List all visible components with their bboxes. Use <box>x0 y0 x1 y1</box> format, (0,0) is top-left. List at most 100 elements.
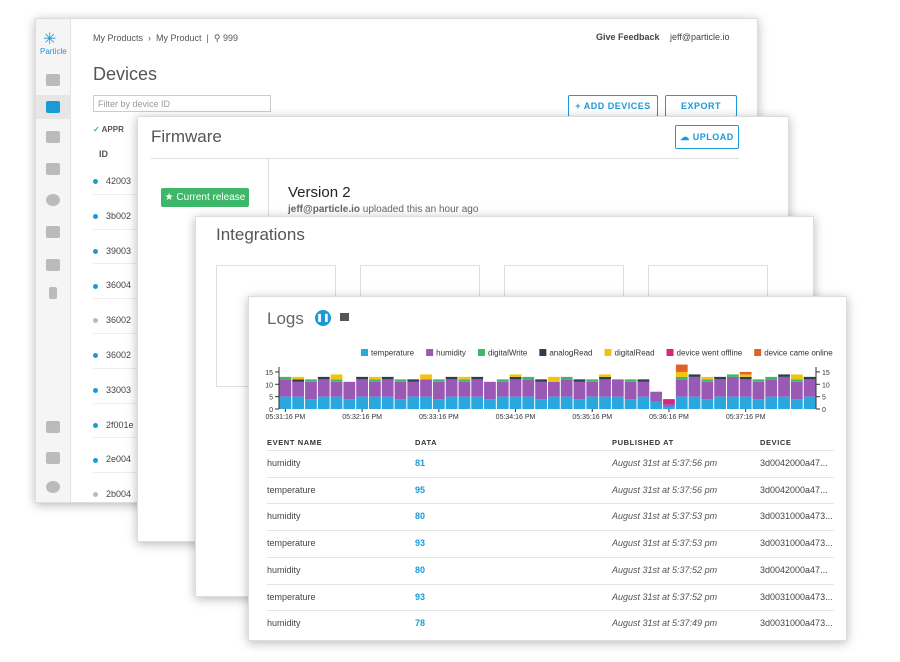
legend-swatch <box>477 349 485 356</box>
nav-icon[interactable] <box>49 287 57 299</box>
device-row[interactable]: 2e004 <box>93 454 131 464</box>
bar-segment <box>471 376 484 380</box>
device-row[interactable]: 36004 <box>93 280 131 290</box>
published-at: August 31st at 5:37:53 pm <box>612 511 718 522</box>
filter-tag[interactable]: ✓ APPR <box>93 125 124 134</box>
status-dot <box>93 492 98 498</box>
legend-label: digitalWrite <box>488 349 528 358</box>
device-row[interactable]: 39003 <box>93 246 131 256</box>
bar-segment <box>727 374 739 377</box>
bar-segment <box>509 374 522 377</box>
bar-segment <box>317 379 330 397</box>
bar-segment <box>688 376 701 397</box>
bar-segment <box>394 381 407 400</box>
bar-segment <box>522 396 535 409</box>
nav-icon[interactable] <box>46 163 60 175</box>
device-row[interactable]: 3b002 <box>93 211 131 221</box>
legend-label: humidity <box>436 349 466 358</box>
bar-segment <box>420 396 432 409</box>
bar-segment <box>381 396 394 409</box>
nav-active[interactable] <box>36 95 70 119</box>
crumb[interactable]: My Products <box>93 33 144 43</box>
bar-segment <box>471 396 484 409</box>
bar-segment <box>330 381 343 397</box>
legend-swatch <box>539 349 547 356</box>
upload-button[interactable]: ☁ UPLOAD <box>675 125 739 149</box>
nav-icon[interactable] <box>46 259 60 271</box>
bar-segment <box>586 381 599 397</box>
add-devices-button[interactable]: + ADD DEVICES <box>568 95 658 117</box>
pause-button[interactable]: ❚❚ <box>315 310 331 326</box>
bar-segment <box>701 376 714 380</box>
device-id: 3d0042000a47... <box>760 458 828 468</box>
bar-segment <box>548 381 560 397</box>
bar-segment <box>560 379 573 397</box>
bar-segment <box>458 396 471 409</box>
bar-segment <box>739 379 752 397</box>
bar-segment <box>292 381 305 397</box>
bar-segment <box>330 396 343 409</box>
legend-swatch <box>604 349 612 356</box>
breadcrumb: My Products › My Product | ⚲ 999 <box>93 33 238 43</box>
row-divider <box>267 530 834 532</box>
device-row[interactable]: 36002 <box>93 350 131 360</box>
legend-label: device went offline <box>677 349 743 358</box>
bar-segment <box>765 379 778 397</box>
bar-segment <box>599 374 611 377</box>
bar-segment <box>624 381 637 400</box>
device-row[interactable]: 36002 <box>93 315 131 325</box>
row-divider <box>267 503 834 505</box>
integrations-title: Integrations <box>216 225 305 244</box>
bar-segment <box>714 379 726 397</box>
user-menu[interactable]: jeff@particle.io <box>670 32 730 42</box>
row-divider <box>267 450 834 451</box>
device-row[interactable]: 2b004 <box>93 489 131 499</box>
filter-input[interactable]: Filter by device ID <box>93 95 271 112</box>
export-button[interactable]: EXPORT <box>665 95 737 117</box>
bar-segment <box>599 379 611 397</box>
device-row[interactable]: 2f001e <box>93 420 134 430</box>
bar-segment <box>624 399 637 409</box>
console-icon[interactable] <box>340 313 349 321</box>
bar-segment <box>790 381 803 400</box>
bar-segment <box>471 379 484 397</box>
bar-segment <box>739 374 752 377</box>
y-tick-label: 15 <box>265 370 273 377</box>
crumb[interactable]: My Product <box>156 33 202 43</box>
bar-segment <box>305 399 317 409</box>
status-dot <box>93 213 98 219</box>
legend-swatch <box>754 349 762 356</box>
x-tick-label: 05:33:16 PM <box>419 414 459 421</box>
bar-segment <box>560 376 573 380</box>
legend-swatch <box>666 349 674 356</box>
nav-icon[interactable] <box>46 452 60 464</box>
device-id: 3d0031000a473... <box>760 538 833 549</box>
nav-icon[interactable] <box>46 481 60 493</box>
event-data: 81 <box>415 458 426 468</box>
bar-segment <box>445 396 458 409</box>
nav-icon[interactable] <box>46 131 60 143</box>
bar-segment <box>432 379 445 382</box>
logs-title: Logs <box>267 309 304 328</box>
bar-segment <box>560 396 573 409</box>
status-dot <box>93 179 98 185</box>
published-at: August 31st at 5:37:56 pm <box>612 484 718 495</box>
nav-icon[interactable] <box>46 421 60 433</box>
upload-label: UPLOAD <box>692 132 734 142</box>
nav-icon[interactable] <box>46 194 60 206</box>
nav-icon[interactable] <box>46 226 60 238</box>
legend-label: digitalRead <box>615 349 655 358</box>
device-id: 36002 <box>106 350 132 360</box>
device-row[interactable]: 42003 <box>93 176 131 186</box>
badge-text: Current release <box>176 192 246 203</box>
sidebar: ✳ Particle <box>36 19 71 502</box>
nav-icon[interactable] <box>46 74 60 86</box>
feedback[interactable]: Give Feedback <box>596 32 660 42</box>
device-row[interactable]: 33003 <box>93 385 131 395</box>
bar-segment <box>445 379 458 397</box>
column-header[interactable]: ID <box>99 149 108 159</box>
bar-segment <box>292 376 305 380</box>
x-tick-label: 05:35:16 PM <box>572 414 612 421</box>
bar-segment <box>458 381 471 397</box>
bar-segment <box>624 379 637 382</box>
